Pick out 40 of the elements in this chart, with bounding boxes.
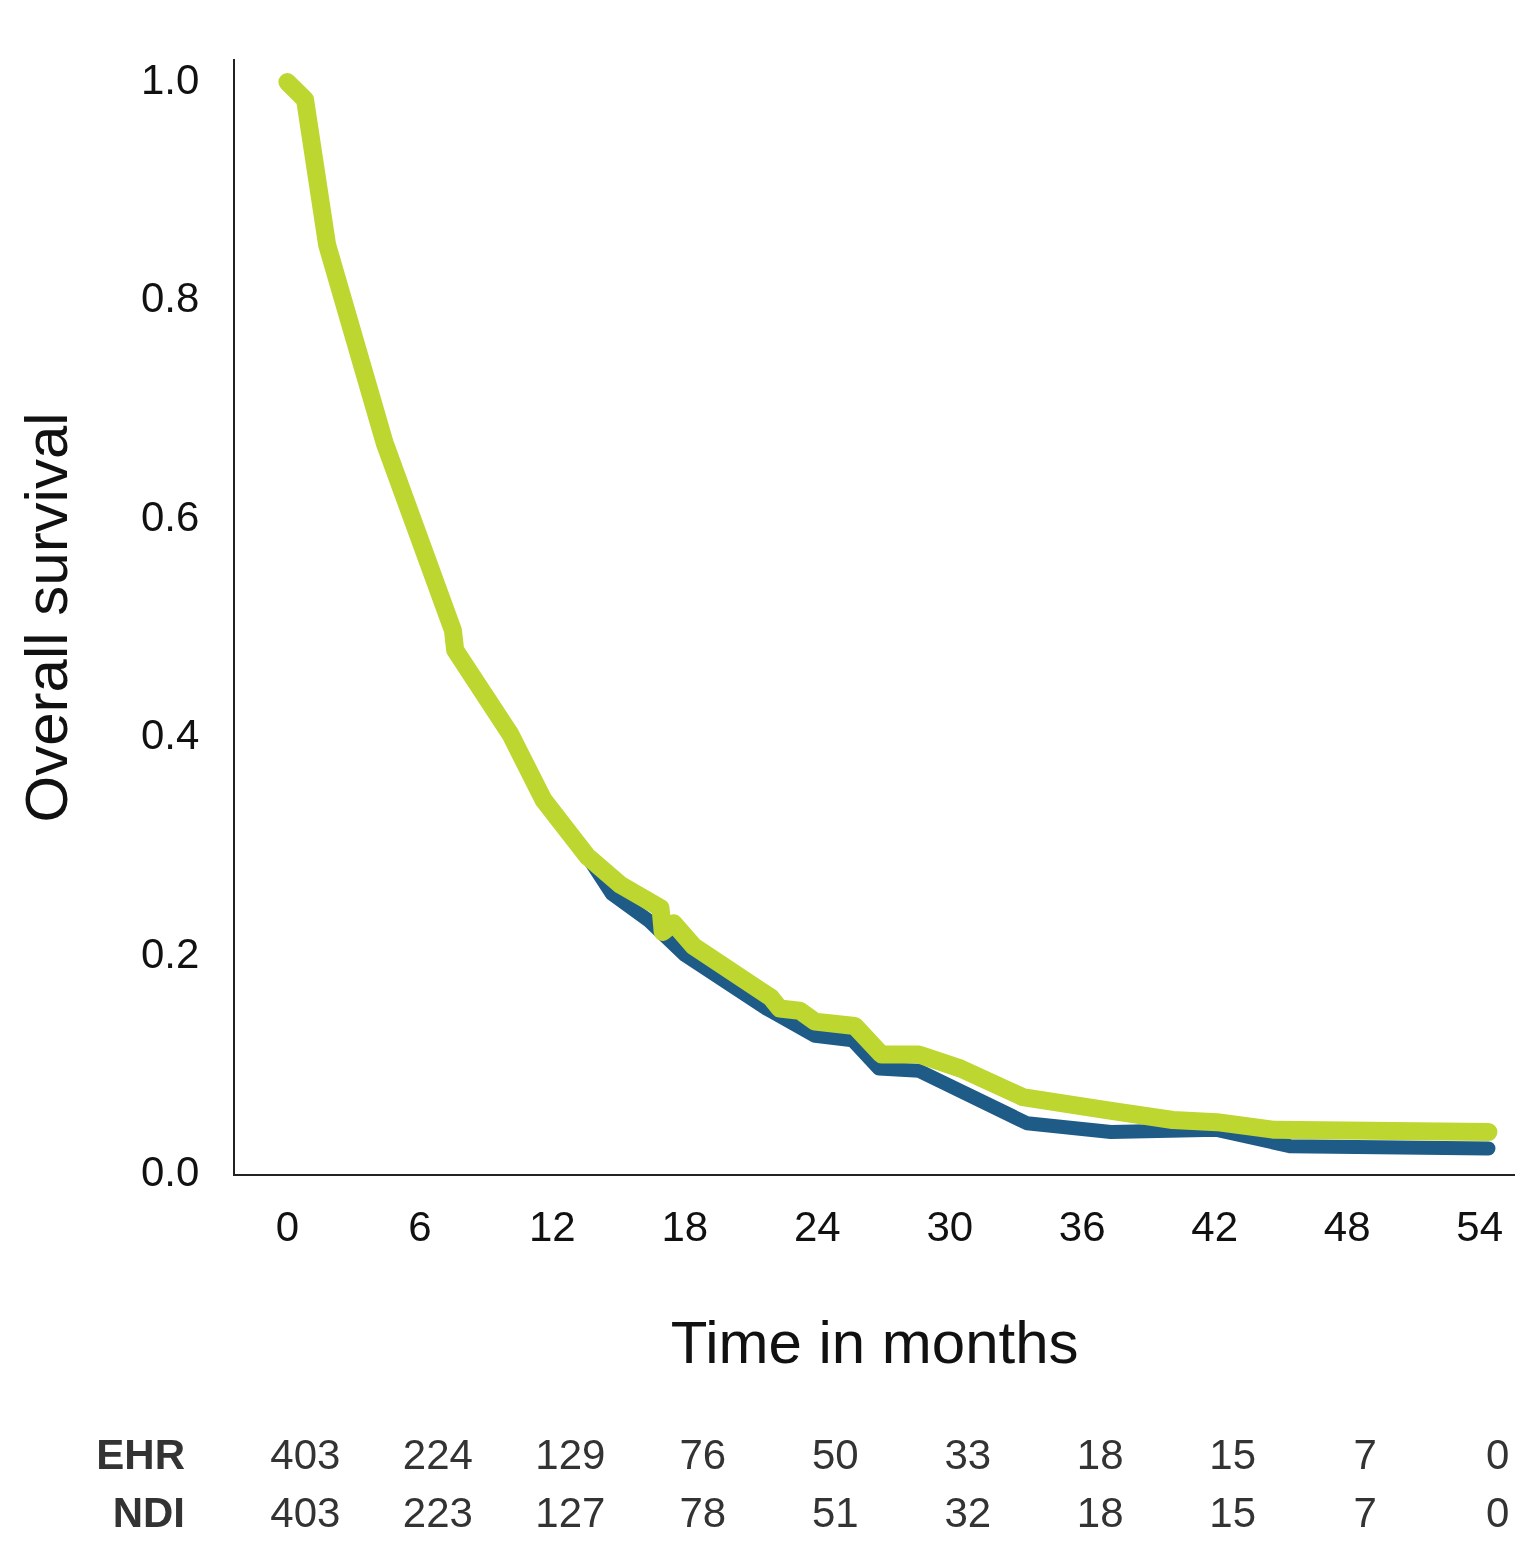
- text: 18: [1076, 1488, 1124, 1536]
- x-tick-label: 36: [1058, 1203, 1106, 1251]
- x-tick-label: 24: [793, 1203, 841, 1251]
- text: 18: [1076, 1430, 1124, 1478]
- text: NDI: [112, 1488, 185, 1536]
- x-tick-label: 48: [1323, 1203, 1371, 1251]
- text: 403: [270, 1430, 341, 1478]
- x-axis-title: Time in months: [670, 1308, 1079, 1376]
- text: 129: [535, 1430, 606, 1478]
- text: 78: [679, 1488, 727, 1536]
- y-tick-label: 0.6: [141, 492, 200, 540]
- text: 15: [1209, 1430, 1257, 1478]
- y-tick-label: 0.4: [141, 711, 200, 759]
- text: 127: [535, 1488, 606, 1536]
- y-tick-label: 0.2: [141, 929, 200, 977]
- y-axis-title: Overall survival: [12, 412, 80, 823]
- x-tick-label: 42: [1191, 1203, 1239, 1251]
- text: 33: [944, 1430, 992, 1478]
- text: 15: [1209, 1488, 1257, 1536]
- x-tick-label: 12: [528, 1203, 576, 1251]
- text: 403: [270, 1488, 341, 1536]
- x-tick-label: 30: [926, 1203, 974, 1251]
- text: 32: [944, 1488, 992, 1536]
- text: 7: [1353, 1430, 1377, 1478]
- text: 50: [811, 1430, 859, 1478]
- x-tick-label: 6: [408, 1203, 432, 1251]
- text: EHR: [96, 1430, 185, 1478]
- text: 51: [811, 1488, 859, 1536]
- x-tick-label: 18: [661, 1203, 709, 1251]
- text: 0: [1485, 1488, 1510, 1536]
- y-tick-label: 0.8: [141, 274, 200, 322]
- text: 0: [1485, 1430, 1510, 1478]
- y-tick-label: 0.0: [141, 1148, 200, 1196]
- text: 76: [679, 1430, 727, 1478]
- x-tick-label: 54: [1456, 1203, 1503, 1251]
- y-tick-label: 1.0: [141, 55, 200, 103]
- text: 224: [402, 1430, 473, 1478]
- text: 223: [402, 1488, 473, 1536]
- text: 7: [1353, 1488, 1377, 1536]
- x-tick-label: 0: [275, 1203, 300, 1251]
